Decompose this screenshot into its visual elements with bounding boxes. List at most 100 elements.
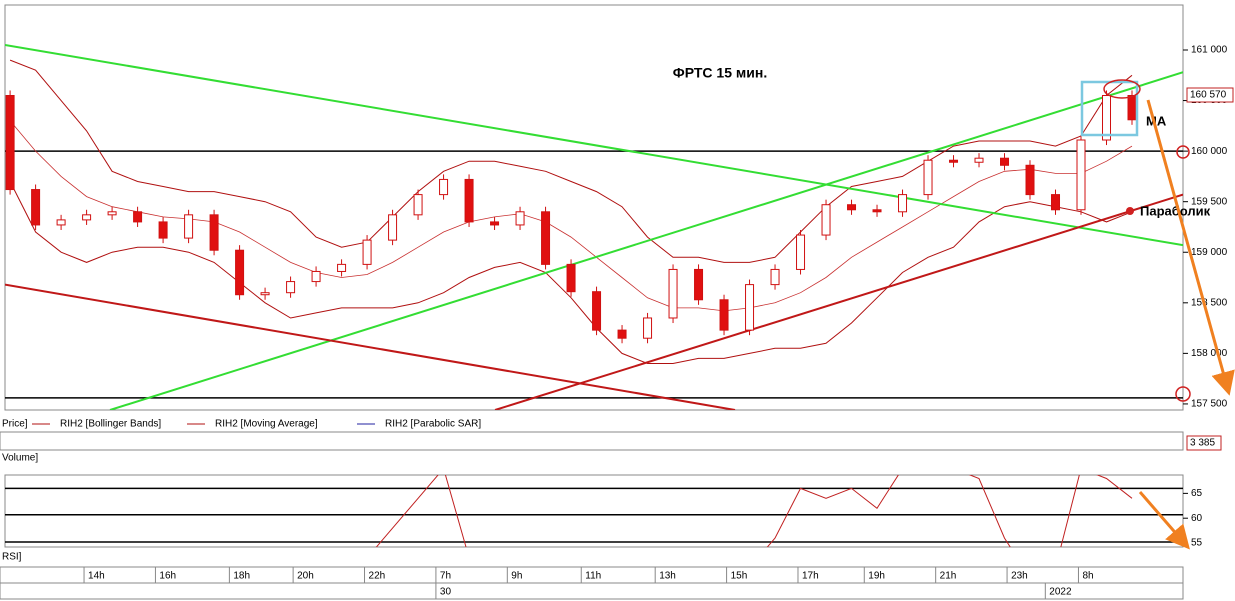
candle-body xyxy=(770,268,780,286)
candle-body xyxy=(949,159,959,163)
x-tick-label: 22h xyxy=(369,571,386,582)
candle-body xyxy=(898,194,908,213)
x-tick-label: 18h xyxy=(233,571,250,582)
candle-body xyxy=(974,157,984,163)
x-tick-label: 19h xyxy=(868,571,885,582)
legend-entry: Price] xyxy=(2,419,28,430)
x-tick-label: 15h xyxy=(731,571,748,582)
x-tick-label: 14h xyxy=(88,571,105,582)
x-tick-label: 30 xyxy=(440,587,452,598)
last-price-box xyxy=(1186,87,1234,103)
y-tick-label: 161 000 xyxy=(1191,45,1228,56)
candle-body xyxy=(1127,95,1137,121)
legend-entry: RIH2 [Parabolic SAR] xyxy=(385,419,481,430)
candle-body xyxy=(668,268,678,319)
price-panel xyxy=(4,4,1184,411)
candle-body xyxy=(694,268,704,301)
y-tick-label: 60 xyxy=(1191,513,1203,524)
candle-body xyxy=(821,204,831,236)
trend-line xyxy=(5,283,736,410)
x-tick-label: 17h xyxy=(802,571,819,582)
candle-body xyxy=(133,211,143,223)
candle-body xyxy=(1102,95,1112,141)
candle-body xyxy=(464,178,474,223)
y-tick-label: 158 000 xyxy=(1191,348,1228,359)
x-tick-label: 16h xyxy=(159,571,176,582)
candle-body xyxy=(439,178,449,196)
x-tick-label: 21h xyxy=(940,571,957,582)
x-tick-label: 7h xyxy=(440,571,451,582)
candle-body xyxy=(745,284,755,331)
forecast-arrow xyxy=(1146,99,1235,396)
rsi-label: RSI] xyxy=(2,552,22,563)
candle-body xyxy=(107,211,117,216)
candle-body xyxy=(209,214,219,251)
candle-body xyxy=(311,270,321,283)
candle-body xyxy=(337,263,347,272)
candle-body xyxy=(847,204,857,211)
x-tick-label: 20h xyxy=(297,571,314,582)
x-tick-label: 2022 xyxy=(1049,587,1072,598)
candle-body xyxy=(413,194,423,216)
volume-value: 3 385 xyxy=(1190,438,1215,449)
candle-body xyxy=(362,239,372,265)
candle-body xyxy=(1025,164,1035,196)
candle-body xyxy=(643,317,653,339)
candle-body xyxy=(388,214,398,241)
x-tick-label: 9h xyxy=(511,571,522,582)
candle-body xyxy=(872,209,882,213)
y-tick-label: 55 xyxy=(1191,538,1203,549)
candle-body xyxy=(286,281,296,294)
candle-body xyxy=(235,249,245,296)
volume-box xyxy=(1186,435,1222,451)
candle-body xyxy=(56,219,66,226)
candle-body xyxy=(617,329,627,339)
candle-body xyxy=(541,211,551,265)
candle-body xyxy=(1000,157,1010,166)
candle-body xyxy=(490,221,500,226)
candle-body xyxy=(158,221,168,239)
candle-body xyxy=(184,214,194,239)
y-tick-label: 65 xyxy=(1191,488,1203,499)
candle-body xyxy=(719,299,729,331)
sar-dot xyxy=(1126,207,1134,215)
y-tick-label: 158 500 xyxy=(1191,297,1228,308)
indicator-line xyxy=(9,59,1133,263)
candle-body xyxy=(31,189,41,226)
sar-annotation: Параболик xyxy=(1140,203,1211,218)
chart-title: ФРТС 15 мин. xyxy=(673,65,767,81)
x-tick-label: 8h xyxy=(1082,571,1093,582)
indicator-line xyxy=(9,181,1133,364)
volume-label: Volume] xyxy=(2,453,38,464)
last-price: 160 570 xyxy=(1190,90,1227,101)
candle-body xyxy=(923,159,933,196)
candle-body xyxy=(82,214,92,221)
candle-body xyxy=(796,234,806,270)
trend-line xyxy=(494,193,1183,410)
x-tick-label: 11h xyxy=(585,571,601,582)
y-tick-label: 157 500 xyxy=(1191,399,1228,410)
y-tick-label: 160 000 xyxy=(1191,146,1228,157)
x-tick-label: 13h xyxy=(659,571,676,582)
trend-line xyxy=(109,71,1183,410)
rsi-panel xyxy=(4,474,1184,548)
candle-body xyxy=(1051,194,1061,211)
candle-body xyxy=(1076,139,1086,211)
candle-body xyxy=(5,95,15,191)
indicator-line xyxy=(9,120,1133,312)
level-marker xyxy=(1175,386,1191,402)
x-tick-label: 23h xyxy=(1011,571,1028,582)
candle-body xyxy=(515,211,525,226)
legend-entry: RIH2 [Bollinger Bands] xyxy=(60,419,161,430)
forecast-arrow xyxy=(1138,491,1190,550)
highlight-ellipse xyxy=(1103,79,1141,99)
candle-body xyxy=(566,263,576,293)
candle-body xyxy=(592,291,602,331)
candle-body xyxy=(260,292,270,296)
level-marker xyxy=(1176,145,1190,159)
trend-line xyxy=(5,43,1183,247)
legend-entry: RIH2 [Moving Average] xyxy=(215,419,318,430)
volume-panel xyxy=(0,431,1184,451)
y-tick-label: 159 000 xyxy=(1191,247,1228,258)
